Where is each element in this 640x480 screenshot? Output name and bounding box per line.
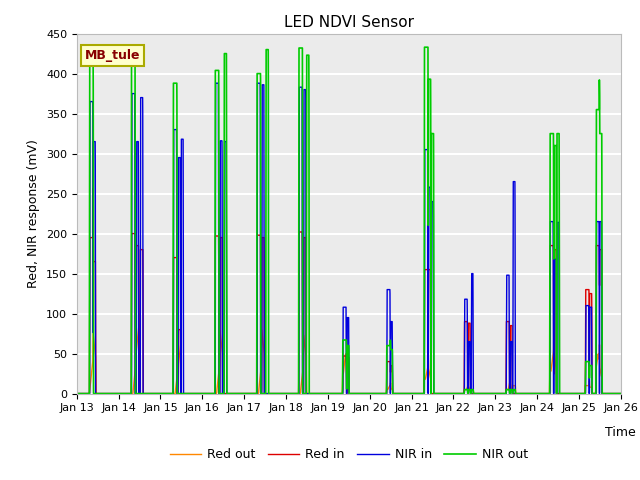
X-axis label: Time: Time bbox=[605, 426, 636, 439]
Red in bbox=[90, 185, 97, 191]
Red out bbox=[281, 391, 289, 396]
Line: Red out: Red out bbox=[77, 327, 621, 394]
Line: Red in: Red in bbox=[77, 188, 621, 394]
Text: MB_tule: MB_tule bbox=[85, 49, 140, 62]
NIR out bbox=[399, 391, 407, 396]
Red in bbox=[617, 391, 625, 396]
Red out bbox=[479, 391, 486, 396]
Red out bbox=[399, 391, 407, 396]
Red out bbox=[617, 391, 625, 396]
NIR out bbox=[281, 391, 289, 396]
NIR in bbox=[172, 127, 179, 132]
NIR out bbox=[420, 44, 428, 50]
Red out bbox=[520, 391, 528, 396]
NIR out bbox=[427, 102, 435, 108]
Red in bbox=[427, 296, 435, 302]
Red out bbox=[172, 385, 180, 391]
NIR in bbox=[281, 391, 289, 396]
Red in bbox=[281, 391, 289, 396]
Red out bbox=[73, 391, 81, 396]
Red in bbox=[172, 255, 180, 261]
Red out bbox=[132, 324, 140, 330]
NIR in bbox=[520, 391, 528, 396]
NIR in bbox=[399, 391, 407, 396]
Red out bbox=[427, 376, 435, 382]
NIR in bbox=[73, 391, 81, 396]
Red in bbox=[520, 391, 528, 396]
Red in bbox=[399, 391, 407, 396]
Line: NIR out: NIR out bbox=[77, 47, 621, 394]
NIR in bbox=[427, 330, 435, 336]
NIR out bbox=[617, 391, 625, 396]
NIR in bbox=[617, 391, 625, 396]
NIR in bbox=[212, 80, 220, 86]
Y-axis label: Red, NIR response (mV): Red, NIR response (mV) bbox=[28, 139, 40, 288]
Red in bbox=[479, 391, 486, 396]
NIR out bbox=[479, 391, 486, 396]
NIR out bbox=[172, 80, 179, 86]
Legend: Red out, Red in, NIR in, NIR out: Red out, Red in, NIR in, NIR out bbox=[164, 443, 533, 466]
NIR out bbox=[73, 391, 81, 396]
Title: LED NDVI Sensor: LED NDVI Sensor bbox=[284, 15, 414, 30]
NIR out bbox=[520, 391, 528, 396]
Line: NIR in: NIR in bbox=[77, 83, 621, 394]
Red in bbox=[73, 391, 81, 396]
NIR in bbox=[479, 391, 486, 396]
